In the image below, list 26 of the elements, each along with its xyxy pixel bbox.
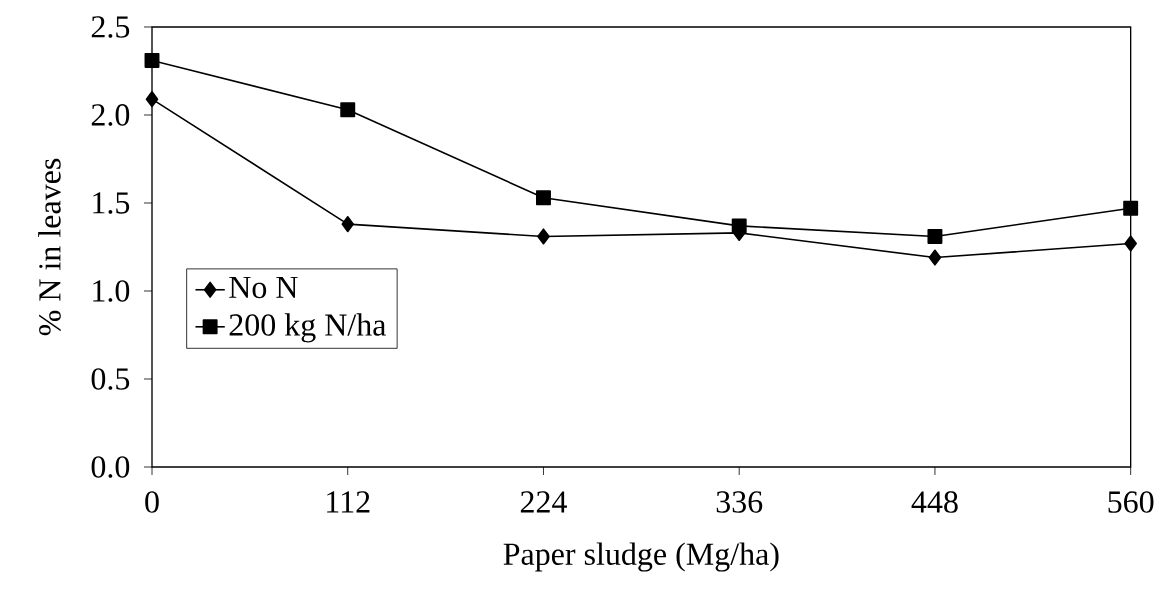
point	[1123, 200, 1139, 216]
point	[537, 228, 550, 245]
x-tick-label: 112	[327, 491, 370, 513]
x-axis-title: Paper sludge (Mg/ha)	[503, 542, 779, 572]
y-axis-title: % N in leaves	[38, 158, 61, 336]
legend-label: 200 kg N/ha	[229, 313, 386, 343]
y-tick-label: 0.0	[91, 456, 130, 478]
point	[927, 228, 943, 244]
x-tick-label: 336	[716, 491, 763, 513]
x-tick-label: 448	[911, 491, 958, 513]
point	[340, 102, 356, 118]
point	[1124, 235, 1137, 252]
y-tick-label: 2.0	[91, 104, 130, 126]
point	[928, 249, 942, 266]
point	[145, 91, 159, 108]
point	[144, 52, 160, 68]
x-tick-label: 0	[145, 491, 159, 513]
x-tick-label: 560	[1108, 491, 1154, 513]
y-tick-label: 1.0	[93, 280, 130, 302]
y-tick-label: 2.5	[91, 16, 130, 38]
y-tick-label: 1.5	[93, 192, 130, 214]
x-tick-label: 224	[520, 491, 567, 513]
legend-label: No N	[229, 276, 298, 299]
point	[341, 215, 355, 233]
y-tick-label: 0.5	[91, 368, 130, 390]
point	[536, 190, 551, 206]
